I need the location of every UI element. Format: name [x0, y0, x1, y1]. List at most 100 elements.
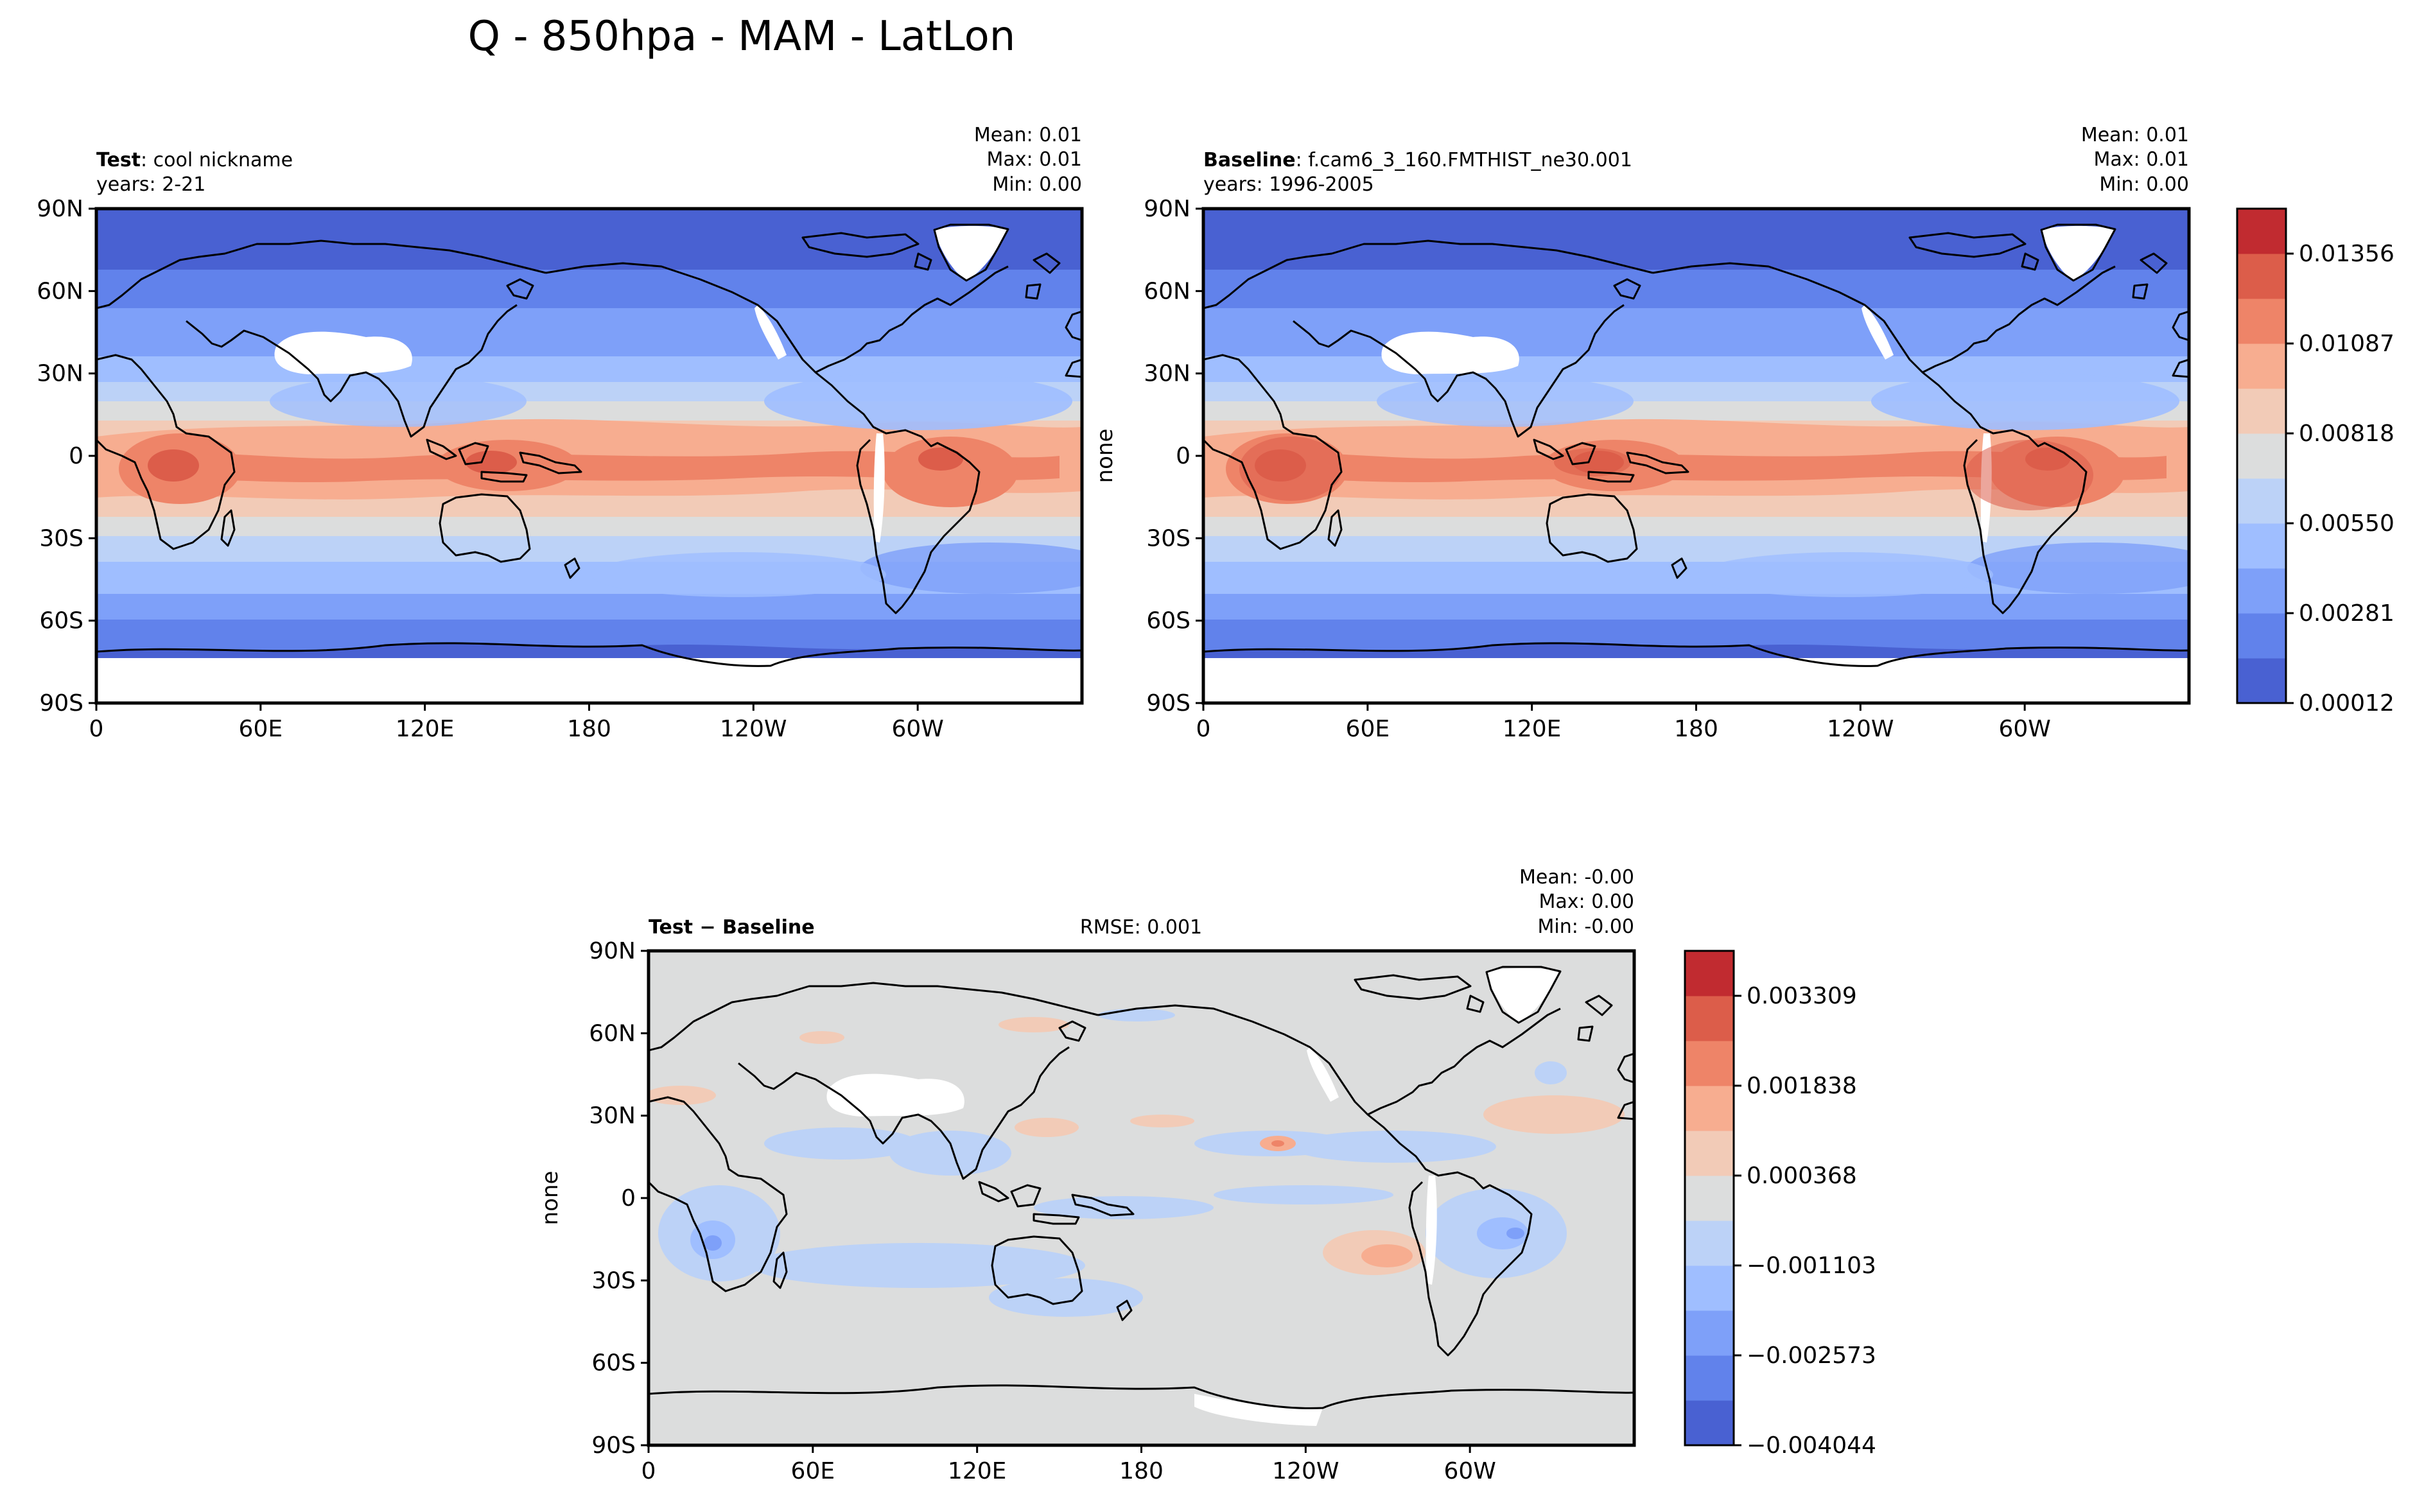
baseline-x-tick-label: 120W: [1827, 716, 1894, 742]
baseline-x-tick-label: 180: [1674, 716, 1718, 742]
baseline-colorbar-tick-label: 0.00818: [2299, 421, 2394, 447]
diff-colorbar-level: [1685, 1086, 1734, 1131]
test-y-tick-label: 60S: [39, 608, 83, 634]
baseline-colorbar-tick-label: 0.01356: [2299, 241, 2394, 267]
diff-colorbar-level: [1685, 996, 1734, 1041]
test-x-tick-label: 120W: [720, 716, 787, 742]
test-stat-max: Max: 0.01: [987, 148, 1082, 171]
test-stat-mean: Mean: 0.01: [974, 124, 1082, 146]
test-x-tick-label: 60W: [891, 716, 943, 742]
diff-y-tick-label: 90N: [589, 938, 636, 964]
test-x-tick-label: 180: [567, 716, 611, 742]
baseline-y-tick-label: 60S: [1146, 608, 1190, 634]
baseline-colorbar-level: [2237, 343, 2286, 389]
diff-colorbar-level: [1685, 1310, 1734, 1356]
diff-colorbar-tick-label: −0.002573: [1747, 1343, 1876, 1369]
test-x-tick-label: 60E: [239, 716, 283, 742]
diff-y-tick-label: 30N: [589, 1103, 636, 1129]
diff-y-tick-label: 30S: [591, 1267, 636, 1294]
baseline-panel-label: Baseline: f.cam6_3_160.FMTHIST_ne30.001: [1203, 149, 1632, 171]
diff-x-tick-label: 120E: [948, 1458, 1006, 1484]
test-y-tick-label: 90S: [39, 690, 83, 717]
diff-stat-mean: Mean: -0.00: [1519, 866, 1634, 889]
diff-colorbar-level: [1685, 1355, 1734, 1401]
diff-y-tick-label: 60S: [591, 1350, 636, 1377]
diff-panel-label: Test − Baseline: [649, 916, 815, 939]
figure-title: Q - 850hpa - MAM - LatLon: [468, 13, 1016, 60]
panel-test: Test: cool nickname years: 2-21 Mean: 0.…: [37, 124, 1084, 742]
diff-colorbar-frame: [1684, 950, 1735, 1447]
baseline-colorbar-level: [2237, 209, 2286, 254]
diff-x-tick-label: 180: [1119, 1458, 1164, 1484]
diff-y-tick-label: 90S: [591, 1432, 636, 1459]
panel-difference: Test − Baseline RMSE: 0.001 Mean: -0.00 …: [537, 866, 1636, 1484]
diff-x-tick-label: 120W: [1272, 1458, 1339, 1484]
diff-y-tick-label: 60N: [589, 1020, 636, 1047]
baseline-y-tick-label: 0: [1176, 443, 1190, 469]
diff-x-tick-label: 60W: [1443, 1458, 1496, 1484]
baseline-stat-mean: Mean: 0.01: [2081, 124, 2189, 146]
baseline-y-tick-label: 30N: [1144, 361, 1190, 387]
diff-colorbar: −0.004044 −0.002573 −0.001103 0.000368 0.001…: [1684, 950, 1876, 1459]
test-panel-label: Test: cool nickname: [96, 149, 293, 171]
baseline-y-tick-label: 60N: [1144, 278, 1190, 304]
baseline-colorbar-level: [2237, 299, 2286, 344]
baseline-colorbar-tick-label: 0.00281: [2299, 600, 2394, 627]
test-panel-years: years: 2-21: [96, 173, 205, 196]
baseline-stat-max: Max: 0.01: [2094, 148, 2189, 171]
baseline-x-tick-label: 120E: [1503, 716, 1561, 742]
test-y-tick-label: 30S: [39, 525, 83, 552]
baseline-colorbar-level: [2237, 568, 2286, 614]
baseline-x-tick-label: 60E: [1346, 716, 1390, 742]
diff-stat-min: Min: -0.00: [1538, 916, 1635, 938]
test-stat-min: Min: 0.00: [992, 173, 1082, 196]
diff-colorbar-tick-label: −0.004044: [1747, 1432, 1876, 1459]
baseline-x-tick-label: 60W: [1998, 716, 2050, 742]
baseline-colorbar-level: [2237, 433, 2286, 479]
baseline-colorbar-tick-label: 0.00550: [2299, 510, 2394, 537]
diff-map-field: [649, 951, 1634, 1445]
diff-colorbar-level: [1685, 951, 1734, 996]
diff-colorbar-tick-label: 0.001838: [1747, 1073, 1857, 1099]
baseline-colorbar-tick-label: 0.01087: [2299, 331, 2394, 357]
baseline-colorbar-tick-label: 0.00012: [2299, 690, 2394, 717]
diff-ylabel: none: [537, 1171, 563, 1226]
diff-x-tick-label: 60E: [791, 1458, 835, 1484]
test-y-tick-label: 30N: [37, 361, 83, 387]
diff-colorbar-level: [1685, 1221, 1734, 1266]
diff-colorbar-tick-label: −0.001103: [1747, 1253, 1876, 1279]
baseline-colorbar-level: [2237, 254, 2286, 299]
diff-colorbar-level: [1685, 1041, 1734, 1086]
test-x-tick-label: 120E: [396, 716, 454, 742]
test-x-tick-label: 0: [89, 716, 104, 742]
diff-x-tick-label: 0: [641, 1458, 656, 1484]
diff-colorbar-tick-label: 0.000368: [1747, 1163, 1857, 1189]
diff-colorbar-level: [1685, 1176, 1734, 1221]
diff-stat-max: Max: 0.00: [1539, 891, 1634, 913]
panel-baseline: Baseline: f.cam6_3_160.FMTHIST_ne30.001 …: [1092, 124, 2191, 742]
baseline-y-tick-label: 90N: [1144, 196, 1190, 222]
baseline-y-tick-label: 30S: [1146, 525, 1190, 552]
baseline-colorbar-level: [2237, 388, 2286, 434]
diff-colorbar-level: [1685, 1265, 1734, 1311]
baseline-ylabel: none: [1092, 429, 1118, 483]
diff-rmse: RMSE: 0.001: [1080, 916, 1202, 939]
test-map-field: [96, 209, 1082, 703]
baseline-y-tick-label: 90S: [1146, 690, 1190, 717]
baseline-colorbar-level: [2237, 613, 2286, 659]
baseline-colorbar-level: [2237, 523, 2286, 569]
diff-y-tick-label: 0: [621, 1185, 636, 1212]
diff-colorbar-level: [1685, 1400, 1734, 1446]
baseline-x-tick-label: 0: [1196, 716, 1211, 742]
test-y-tick-label: 90N: [37, 196, 83, 222]
baseline-colorbar: 0.00012 0.00281 0.00550 0.00818 0.01087 0.013…: [2236, 207, 2394, 717]
baseline-map-field: [1203, 209, 2189, 703]
baseline-colorbar-level: [2237, 478, 2286, 524]
test-y-tick-label: 0: [69, 443, 83, 469]
diff-colorbar-tick-label: 0.003309: [1747, 983, 1857, 1009]
baseline-stat-min: Min: 0.00: [2099, 173, 2189, 196]
test-y-tick-label: 60N: [37, 278, 83, 304]
baseline-colorbar-frame: [2236, 207, 2287, 704]
baseline-panel-years: years: 1996-2005: [1203, 173, 1374, 196]
